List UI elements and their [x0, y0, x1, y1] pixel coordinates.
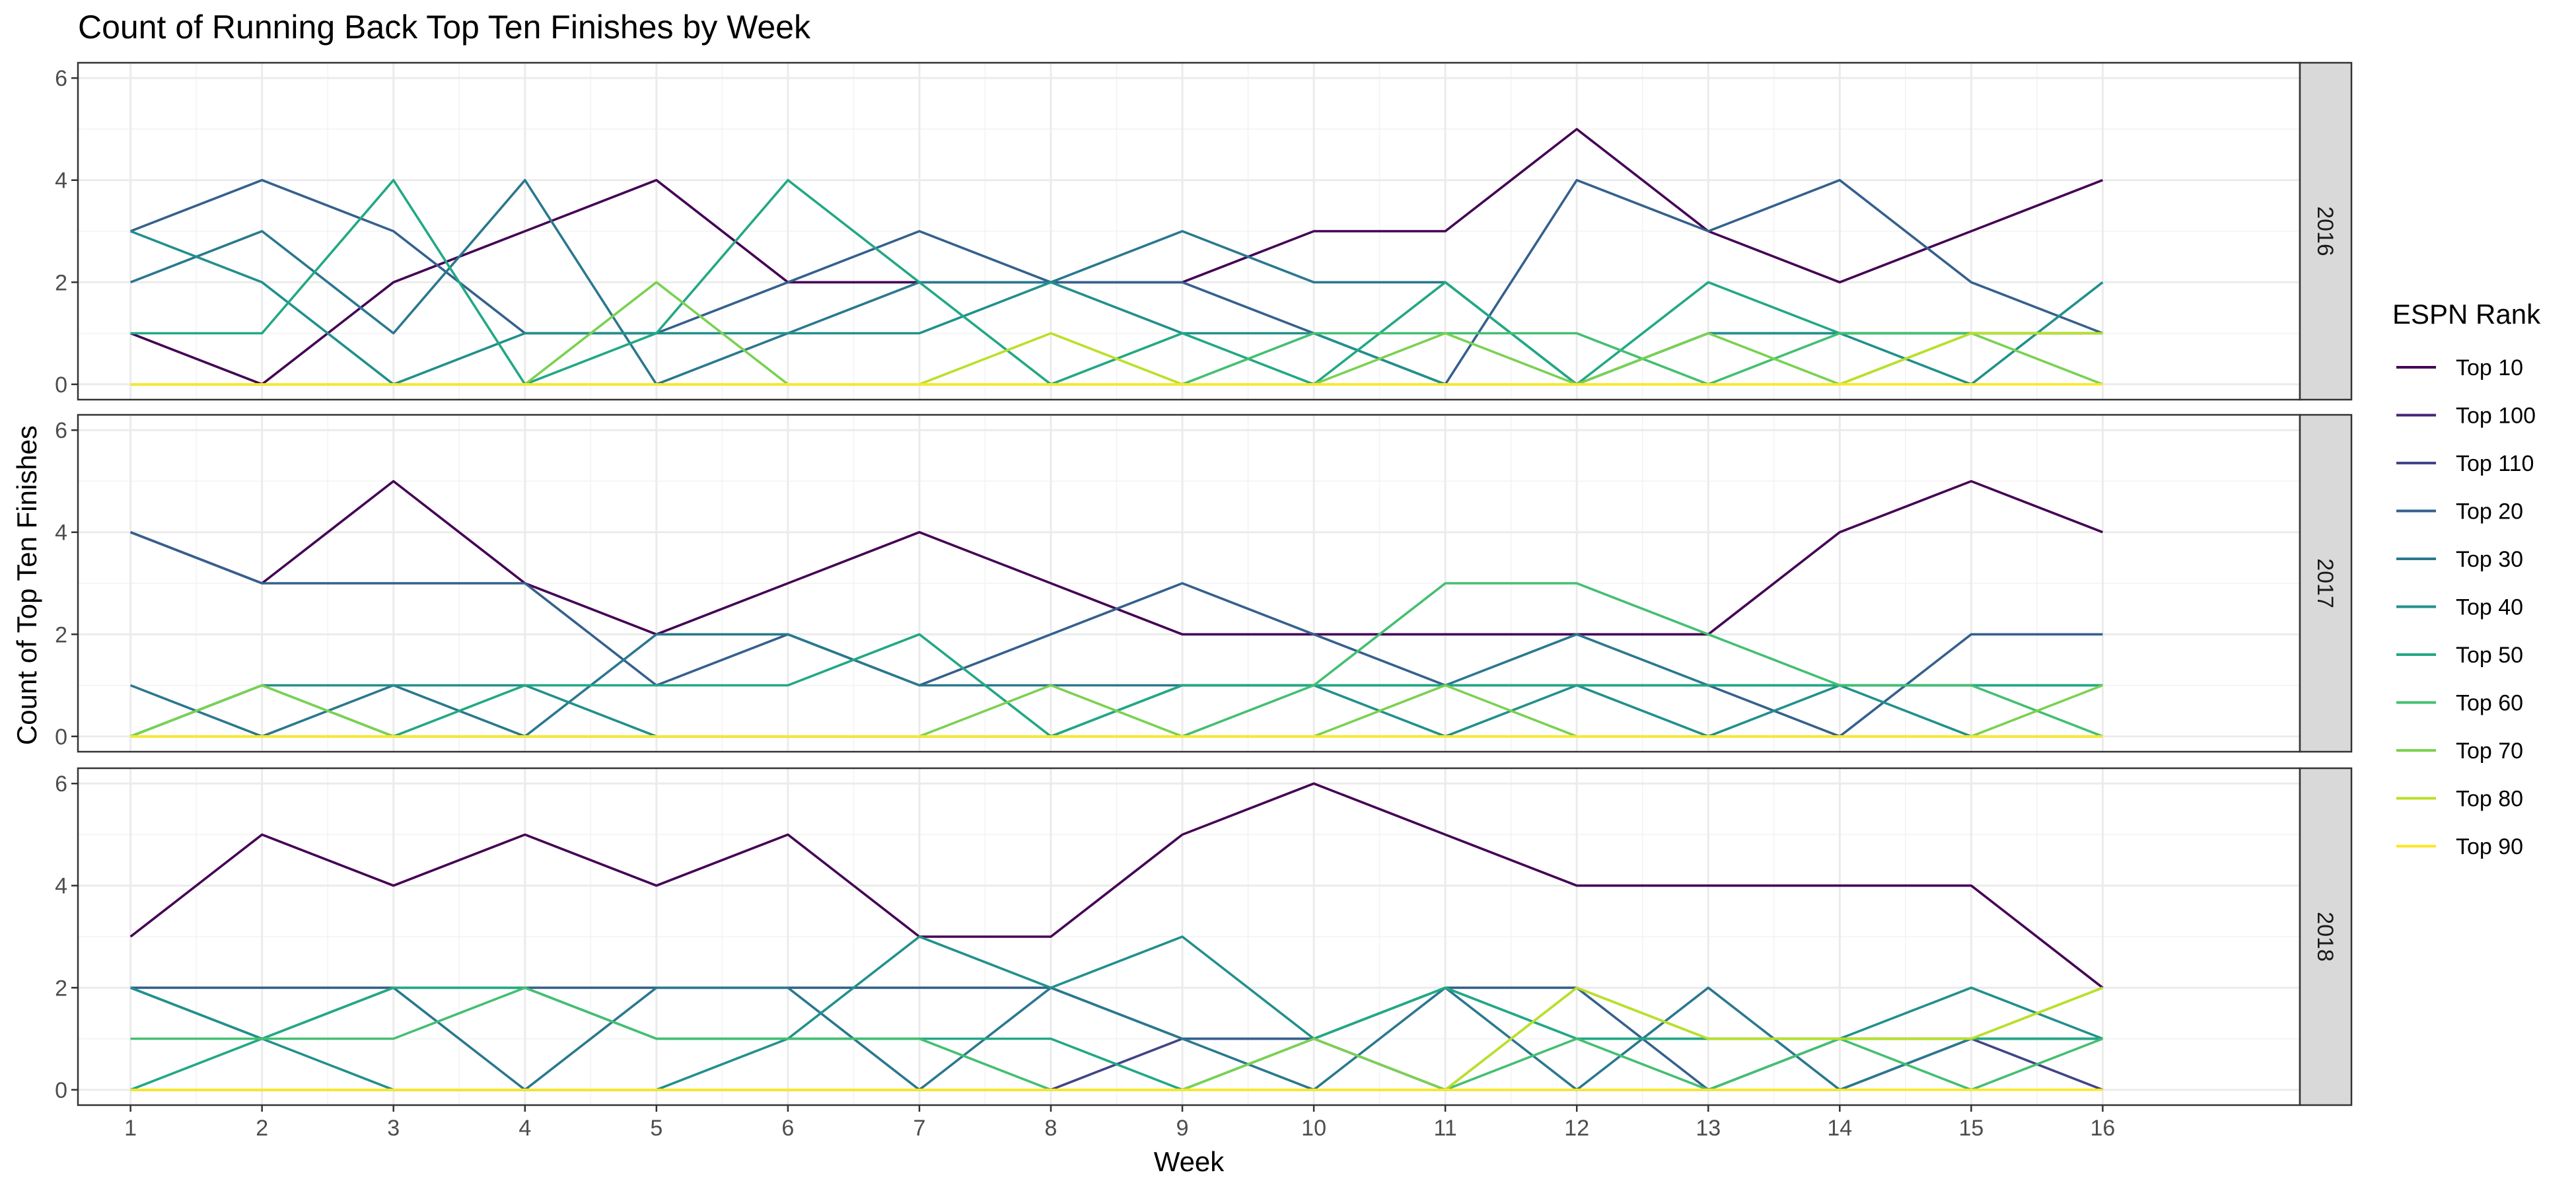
panel-2018: 0 2 4 6 2018: [55, 767, 2353, 1106]
x-tick-label: 4: [519, 1116, 531, 1141]
x-tick-label: 16: [2091, 1116, 2116, 1141]
y-tick-label: 4: [55, 521, 67, 546]
y-tick-label: 4: [55, 168, 67, 194]
legend: ESPN Rank Top 10 Top 100 Top 110 Top 20 Top 3…: [2392, 299, 2541, 859]
legend-item-top-80: Top 80: [2396, 787, 2523, 812]
x-axis: 1 2 3 4 5 6 7 8 9 10 11 12 13 14 15 16: [124, 1105, 2115, 1141]
x-tick-label: 15: [1958, 1116, 1984, 1141]
facet-strip: [2299, 61, 2353, 401]
y-tick-label: 2: [55, 270, 67, 295]
facet-strip: [2299, 767, 2353, 1106]
facet-strip-label: 2017: [2312, 558, 2338, 608]
y-tick-label: 0: [55, 373, 67, 398]
y-axis-title: Count of Top Ten Finishes: [11, 425, 42, 745]
legend-label: Top 90: [2456, 834, 2523, 859]
y-tick-label: 6: [55, 772, 67, 797]
legend-label: Top 20: [2456, 499, 2523, 524]
legend-label: Top 50: [2456, 643, 2523, 668]
legend-label: Top 30: [2456, 547, 2523, 572]
panel-2016: 0 2 4 6 2016: [55, 61, 2353, 401]
legend-label: Top 110: [2456, 451, 2534, 476]
legend-item-top-10: Top 10: [2396, 355, 2523, 380]
legend-label: Top 80: [2456, 787, 2523, 812]
legend-item-top-20: Top 20: [2396, 499, 2523, 524]
x-tick-label: 8: [1045, 1116, 1057, 1141]
x-tick-label: 3: [387, 1116, 400, 1141]
series-line-top-10-2018: [129, 782, 2104, 989]
x-tick-label: 10: [1301, 1116, 1326, 1141]
x-tick-label: 14: [1827, 1116, 1852, 1141]
chart-title: Count of Running Back Top Ten Finishes b…: [78, 9, 811, 46]
x-tick-label: 1: [124, 1116, 137, 1141]
legend-item-top-100: Top 100: [2396, 404, 2536, 429]
x-tick-label: 13: [1696, 1116, 1721, 1141]
facet-strip: [2299, 414, 2353, 753]
y-tick-label: 6: [55, 66, 67, 91]
series-line-top-40-2016: [129, 230, 2104, 386]
legend-item-top-50: Top 50: [2396, 643, 2523, 668]
x-tick-label: 12: [1564, 1116, 1589, 1141]
facet-strip-label: 2018: [2312, 912, 2338, 962]
y-tick-label: 0: [55, 1078, 67, 1103]
legend-item-top-90: Top 90: [2396, 834, 2523, 859]
legend-label: Top 40: [2456, 595, 2523, 620]
y-tick-label: 2: [55, 976, 67, 1001]
x-tick-label: 7: [913, 1116, 925, 1141]
panels: 0 2 4 6 2016 0 2 4 6 2017 0 2 4 6 2018: [55, 61, 2353, 1106]
legend-item-top-60: Top 60: [2396, 691, 2523, 716]
y-tick-label: 6: [55, 418, 67, 443]
legend-label: Top 60: [2456, 691, 2523, 716]
legend-label: Top 70: [2456, 739, 2523, 764]
legend-title: ESPN Rank: [2392, 299, 2541, 330]
legend-label: Top 100: [2456, 404, 2536, 429]
x-tick-label: 5: [650, 1116, 662, 1141]
legend-item-top-110: Top 110: [2396, 451, 2534, 476]
facet-strip-label: 2016: [2312, 206, 2338, 256]
x-axis-title: Week: [1154, 1146, 1225, 1177]
legend-item-top-30: Top 30: [2396, 547, 2523, 572]
legend-item-top-40: Top 40: [2396, 595, 2523, 620]
y-tick-label: 2: [55, 622, 67, 647]
panel-2017: 0 2 4 6 2017: [55, 414, 2353, 753]
x-tick-label: 2: [256, 1116, 268, 1141]
y-tick-label: 0: [55, 725, 67, 750]
x-tick-label: 6: [781, 1116, 794, 1141]
y-tick-label: 4: [55, 874, 67, 899]
legend-label: Top 10: [2456, 355, 2523, 380]
x-tick-label: 11: [1434, 1116, 1457, 1141]
x-tick-label: 9: [1176, 1116, 1189, 1141]
legend-item-top-70: Top 70: [2396, 739, 2523, 764]
